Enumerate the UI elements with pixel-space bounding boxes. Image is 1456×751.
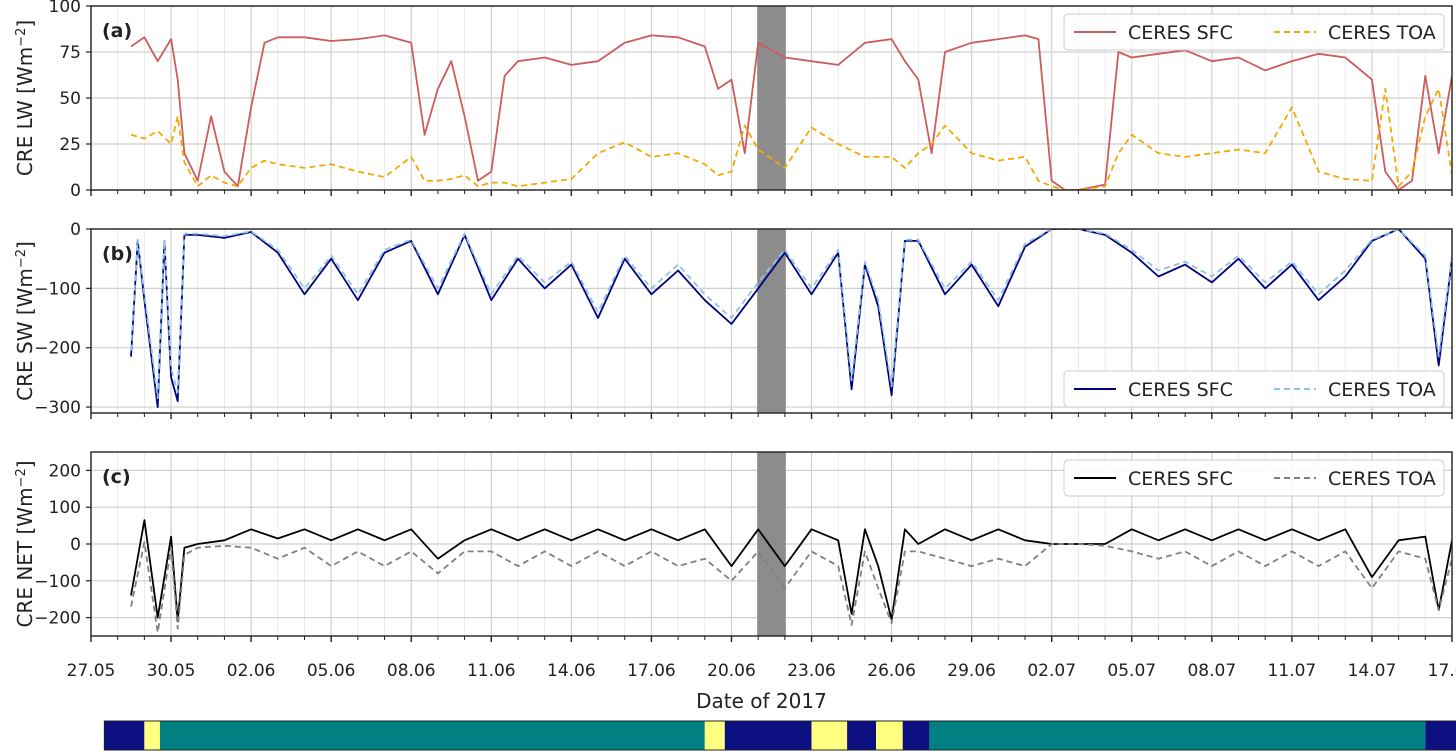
y-axis-label: CRE LW [Wm−2]: [13, 20, 37, 176]
series-line-ceres-toa: [130, 541, 1452, 634]
y-tick-label: 75: [59, 43, 81, 63]
x-tick-label: 14.06: [547, 661, 596, 681]
x-tick-label: 11.07: [1268, 661, 1317, 681]
y-tick-label: 0: [70, 535, 81, 555]
y-tick-label: −200: [34, 339, 81, 359]
x-tick-label: 26.06: [867, 661, 916, 681]
panel-label: (c): [102, 466, 131, 488]
regime-segment: [724, 721, 812, 750]
x-tick-label: 17.07: [1428, 661, 1456, 681]
regime-segment: [159, 721, 705, 750]
series-line-ceres-toa: [130, 87, 1452, 190]
series-line-ceres-toa: [130, 229, 1452, 400]
x-tick-label: 14.07: [1348, 661, 1397, 681]
shaded-interval: [757, 229, 786, 413]
regime-segment: [144, 721, 160, 750]
legend-entry: CERES SFC: [1128, 468, 1233, 490]
panel-label: (b): [102, 243, 133, 265]
x-tick-label: 27.05: [67, 661, 116, 681]
y-tick-label: 25: [59, 135, 81, 155]
x-tick-label: 20.06: [707, 661, 756, 681]
regime-segment: [902, 721, 930, 750]
regime-segment: [1425, 721, 1456, 750]
regime-segment: [704, 721, 725, 750]
regime-strip-frame: [103, 720, 1456, 751]
y-tick-label: 0: [70, 220, 81, 240]
x-tick-label: 02.06: [227, 661, 276, 681]
y-tick-label: −200: [34, 609, 81, 629]
x-tick-label: 08.06: [387, 661, 436, 681]
shaded-interval: [757, 452, 786, 636]
y-tick-label: −100: [34, 572, 81, 592]
regime-strip: [103, 720, 1456, 751]
y-tick-label: 50: [59, 89, 81, 109]
y-tick-label: −300: [34, 398, 81, 418]
regime-segment: [104, 721, 145, 750]
regime-segment: [876, 721, 903, 750]
y-axis-label: CRE SW [Wm−2]: [13, 241, 37, 401]
y-tick-label: 200: [49, 461, 81, 481]
series-line-ceres-sfc: [130, 519, 1452, 623]
y-tick-label: 100: [49, 0, 81, 17]
legend-entry: CERES SFC: [1128, 22, 1233, 44]
legend-entry: CERES TOA: [1328, 468, 1436, 490]
legend: CERES SFC CERES TOA: [1063, 459, 1445, 497]
axes-frame: [90, 228, 1453, 414]
legend-entry: CERES TOA: [1328, 379, 1436, 401]
x-tick-label: 05.07: [1107, 661, 1156, 681]
y-tick-label: −100: [34, 279, 81, 299]
x-tick-label: 30.05: [147, 661, 196, 681]
y-tick-label: 0: [70, 181, 81, 201]
regime-segment: [811, 721, 848, 750]
x-tick-label: 02.07: [1027, 661, 1076, 681]
x-tick-label: 29.06: [947, 661, 996, 681]
x-tick-label: 05.06: [307, 661, 356, 681]
y-tick-label: 100: [49, 498, 81, 518]
y-axis-label: CRE NET [Wm−2]: [13, 460, 37, 627]
shaded-interval: [757, 6, 786, 190]
x-tick-label: 11.06: [467, 661, 516, 681]
legend: CERES SFC CERES TOA: [1063, 13, 1445, 51]
panel-label: (a): [102, 20, 132, 42]
regime-segment: [929, 721, 1426, 750]
x-tick-label: 23.06: [787, 661, 836, 681]
regime-segment: [847, 721, 877, 750]
legend-entry: CERES TOA: [1328, 22, 1436, 44]
legend-entry: CERES SFC: [1128, 379, 1233, 401]
x-tick-label: 08.07: [1187, 661, 1236, 681]
legend: CERES SFC CERES TOA: [1063, 370, 1445, 408]
x-axis-label: Date of 2017: [696, 689, 827, 713]
series-line-ceres-sfc: [130, 34, 1452, 190]
x-tick-label: 17.06: [627, 661, 676, 681]
